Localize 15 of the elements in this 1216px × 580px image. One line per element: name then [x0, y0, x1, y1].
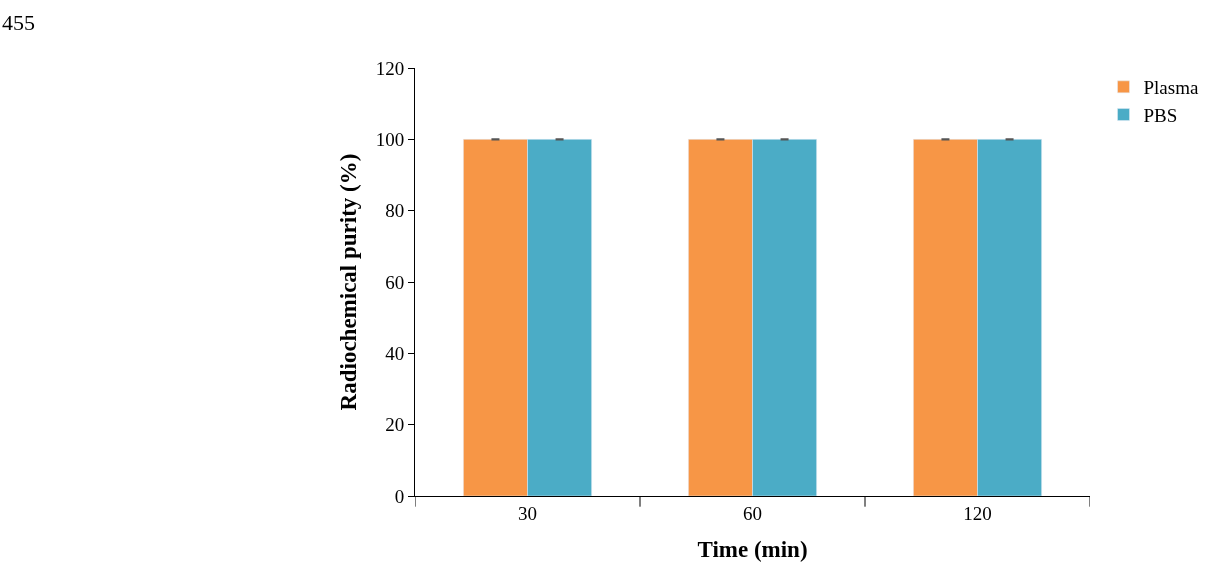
y-tick-label: 60 [385, 271, 405, 293]
x-tick-label: 60 [743, 502, 762, 524]
y-tick-label: 120 [375, 57, 405, 79]
x-axis-title: Time (min) [697, 537, 808, 563]
y-tick-label: 0 [394, 485, 405, 507]
y-tick-label: 100 [375, 128, 405, 150]
legend-label: PBS [1143, 104, 1178, 126]
x-tick-label: 30 [518, 502, 537, 524]
y-tick-label: 80 [385, 200, 405, 222]
y-axis-title: Radiochemical purity (%) [336, 153, 362, 411]
legend-label: Plasma [1143, 77, 1199, 99]
text: 455 [2, 10, 35, 35]
y-tick-label: 20 [385, 414, 405, 436]
x-tick-label: 120 [963, 502, 992, 524]
y-tick-label: 40 [385, 342, 405, 364]
